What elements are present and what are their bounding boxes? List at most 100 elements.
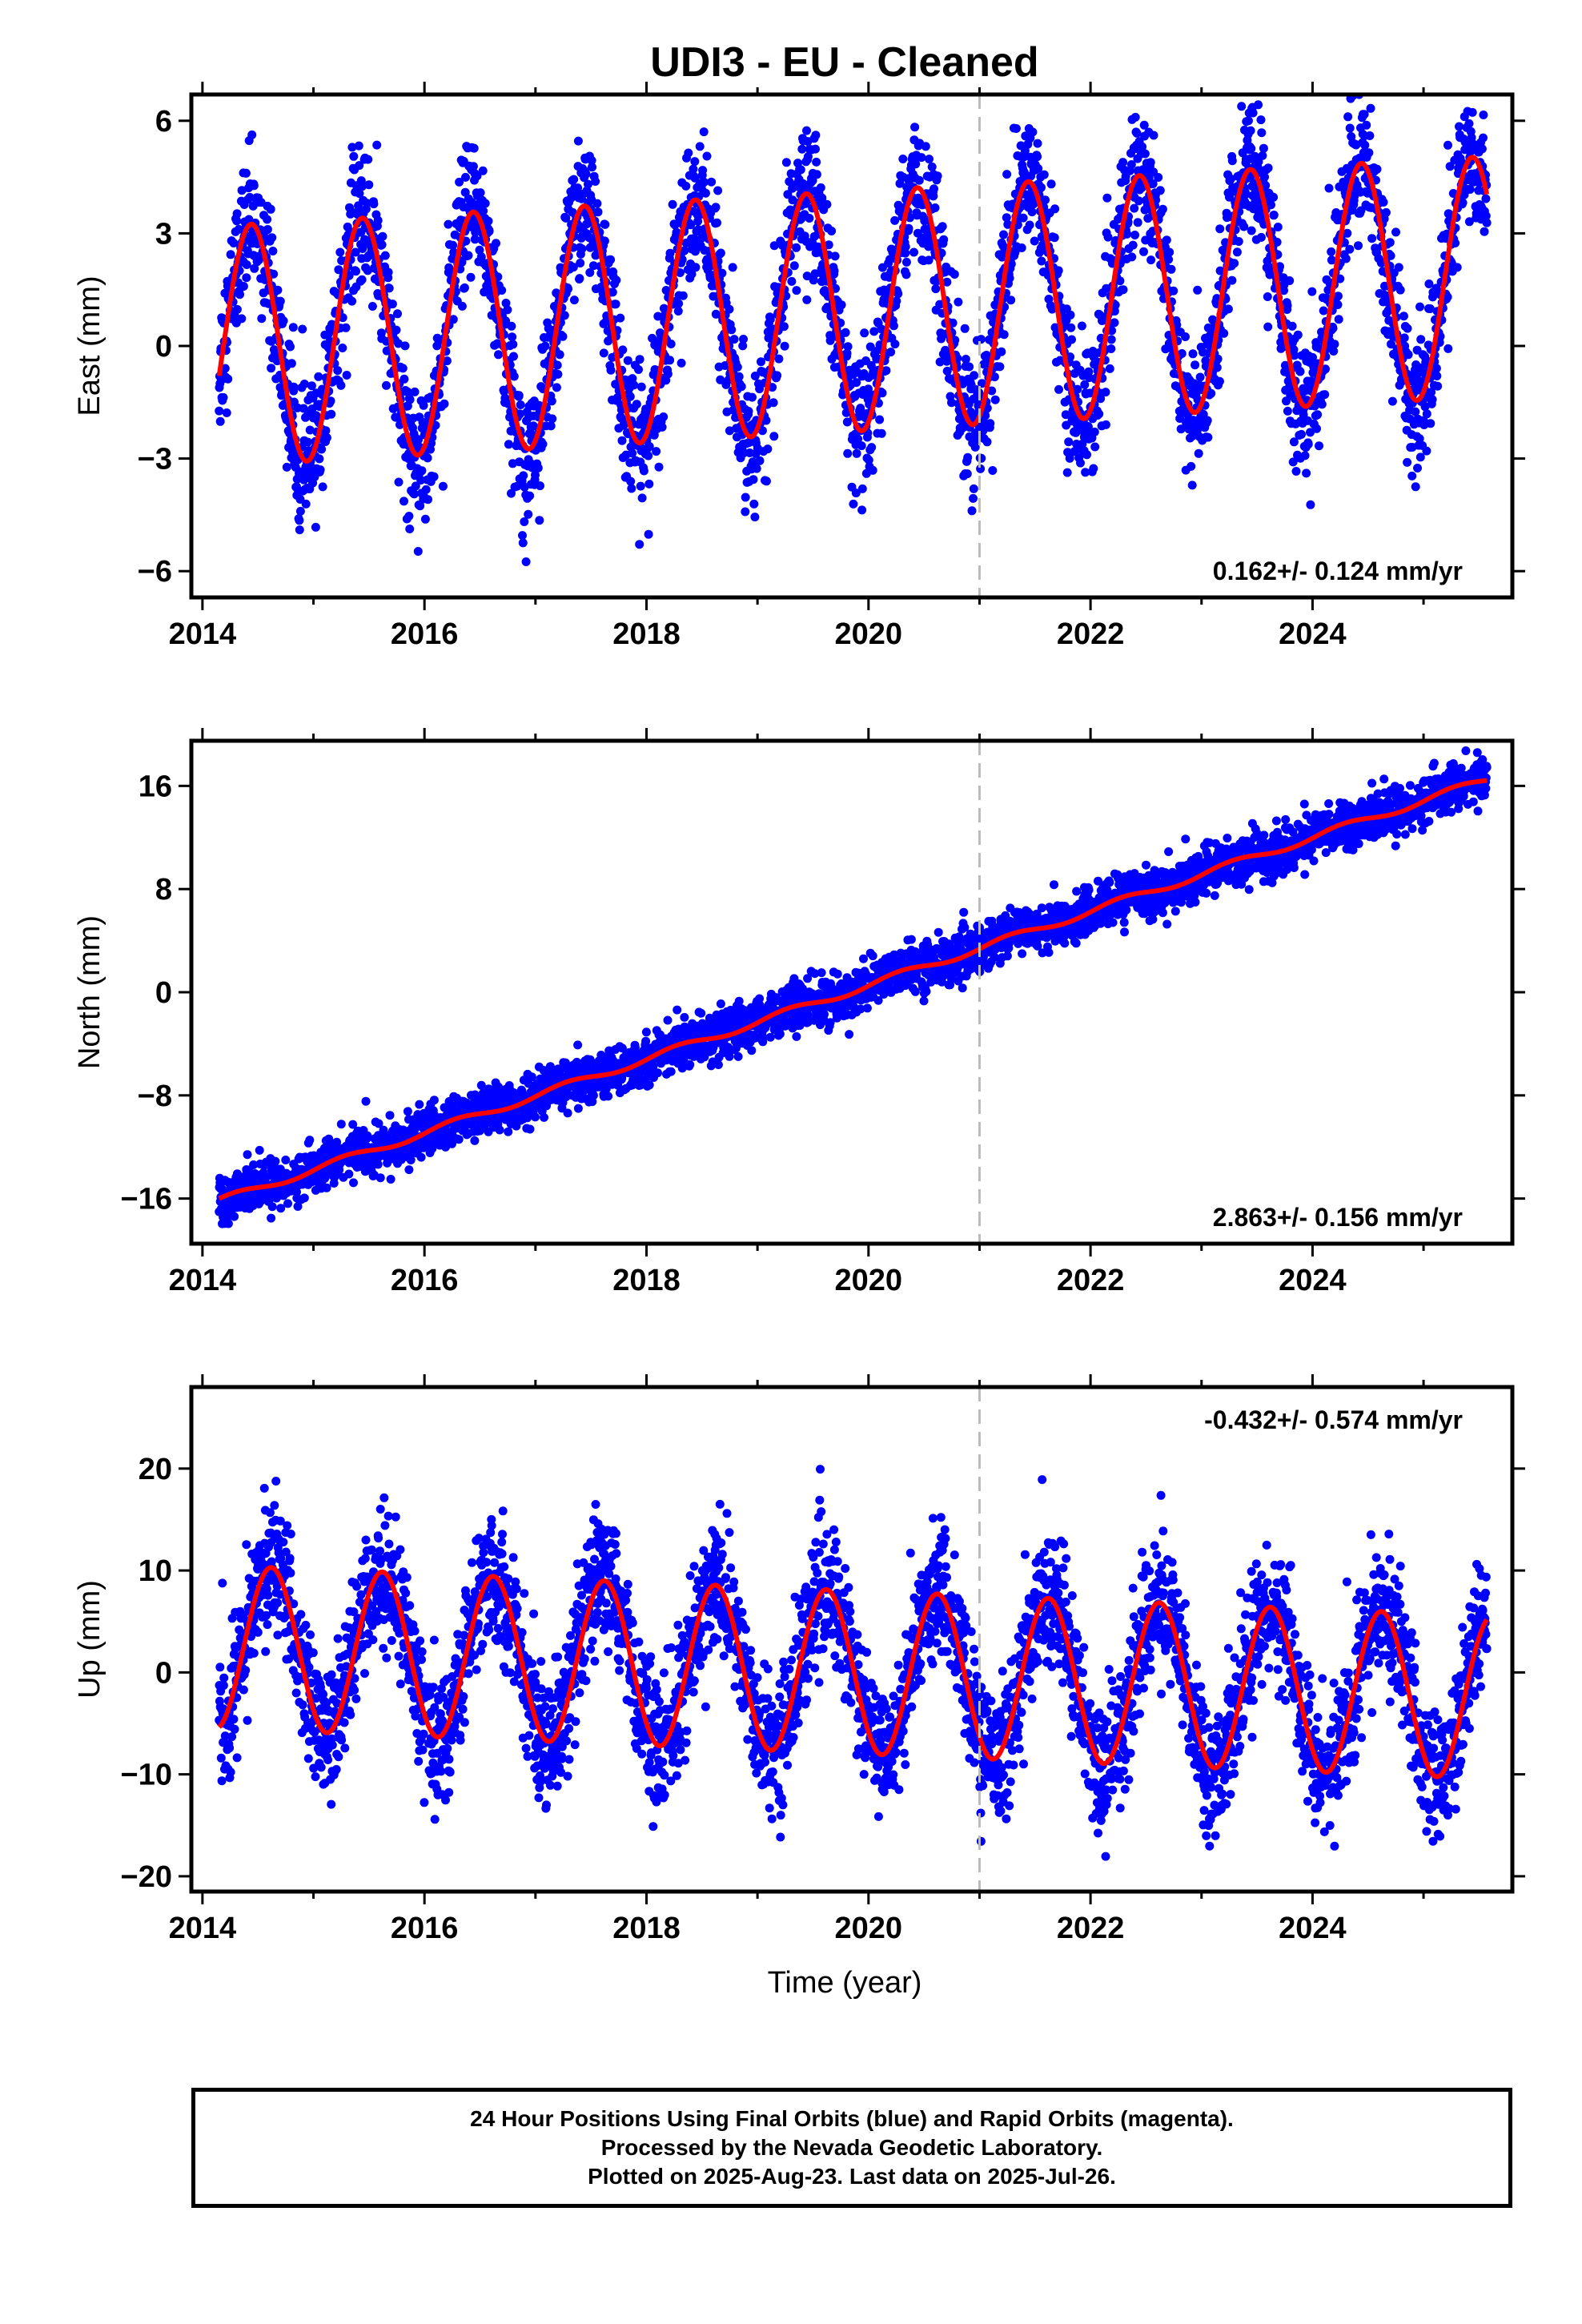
- data-point: [266, 204, 275, 214]
- x-tick-label: 2016: [391, 617, 459, 651]
- data-point: [508, 459, 517, 468]
- data-point: [507, 321, 516, 331]
- data-point: [250, 263, 259, 273]
- data-point: [563, 1108, 572, 1118]
- data-point: [1041, 195, 1050, 205]
- data-point: [627, 484, 636, 493]
- data-point: [460, 283, 469, 292]
- data-point: [802, 295, 812, 304]
- data-point: [868, 465, 877, 475]
- data-point: [484, 227, 494, 236]
- data-point: [1452, 263, 1462, 272]
- data-point: [1078, 439, 1087, 448]
- data-point: [716, 248, 725, 258]
- data-point: [852, 448, 861, 458]
- data-point: [531, 470, 540, 480]
- data-point: [909, 247, 918, 257]
- data-point: [587, 155, 596, 165]
- data-point: [504, 1127, 513, 1136]
- data-point: [857, 505, 867, 515]
- data-point: [1158, 204, 1167, 214]
- data-point: [698, 166, 708, 175]
- data-point: [802, 126, 811, 135]
- data-point: [611, 380, 620, 389]
- data-point: [561, 213, 571, 223]
- data-point: [405, 395, 415, 404]
- data-point: [413, 547, 423, 556]
- data-point: [860, 328, 869, 338]
- data-point: [1416, 335, 1426, 344]
- data-point: [1482, 218, 1492, 227]
- data-point: [1289, 437, 1299, 447]
- data-point: [1464, 119, 1474, 128]
- data-point: [1243, 116, 1253, 126]
- data-point: [1103, 232, 1113, 242]
- data-point: [226, 250, 235, 259]
- data-point: [419, 400, 428, 410]
- data-point: [1169, 286, 1178, 296]
- data-point: [869, 327, 879, 336]
- data-point: [1213, 354, 1223, 364]
- data-point: [657, 422, 667, 432]
- data-point: [737, 382, 746, 392]
- data-point: [1387, 340, 1395, 349]
- data-point: [1480, 227, 1489, 236]
- data-point: [322, 433, 331, 443]
- data-point: [606, 365, 616, 375]
- data-point: [1477, 144, 1487, 154]
- data-point: [1300, 451, 1310, 460]
- data-point: [744, 407, 753, 416]
- data-point: [681, 181, 691, 191]
- data-point: [476, 188, 485, 198]
- data-point: [414, 435, 424, 444]
- data-point: [468, 162, 478, 171]
- data-point: [890, 215, 900, 225]
- data-point: [1343, 228, 1352, 238]
- data-point: [606, 255, 616, 264]
- data-point: [792, 286, 801, 296]
- data-point: [668, 199, 677, 209]
- data-point: [1464, 217, 1474, 227]
- data-point: [1315, 441, 1323, 451]
- data-point: [693, 225, 703, 235]
- data-point: [421, 485, 431, 494]
- data-point: [311, 522, 320, 532]
- data-point: [830, 251, 840, 261]
- data-point: [1188, 349, 1198, 359]
- data-point: [492, 239, 500, 248]
- data-point: [625, 392, 635, 401]
- data-point: [1403, 350, 1413, 360]
- data-point: [243, 1150, 252, 1160]
- data-point: [301, 499, 311, 509]
- data-point: [374, 1119, 383, 1128]
- data-point: [1479, 111, 1488, 119]
- data-point: [644, 451, 653, 460]
- data-point: [235, 290, 244, 300]
- data-point: [220, 364, 230, 373]
- data-point: [493, 272, 503, 282]
- data-point: [752, 464, 761, 473]
- data-point: [247, 130, 257, 139]
- data-point: [644, 529, 653, 539]
- data-point: [480, 199, 490, 208]
- data-point: [263, 225, 272, 234]
- data-point: [1395, 285, 1405, 295]
- data-point: [1077, 321, 1086, 331]
- data-point: [774, 354, 784, 364]
- data-point: [1115, 276, 1125, 286]
- data-point: [1126, 160, 1136, 169]
- data-point: [588, 261, 598, 271]
- data-point: [1030, 236, 1039, 246]
- data-point: [1345, 244, 1355, 254]
- data-point: [702, 151, 712, 161]
- data-point: [400, 341, 410, 351]
- data-point: [1037, 256, 1046, 266]
- data-point: [1146, 158, 1155, 167]
- y-tick-label: −6: [138, 555, 172, 589]
- data-point: [1259, 143, 1268, 153]
- data-point: [661, 286, 671, 295]
- data-point: [978, 379, 986, 388]
- data-point: [1094, 409, 1104, 419]
